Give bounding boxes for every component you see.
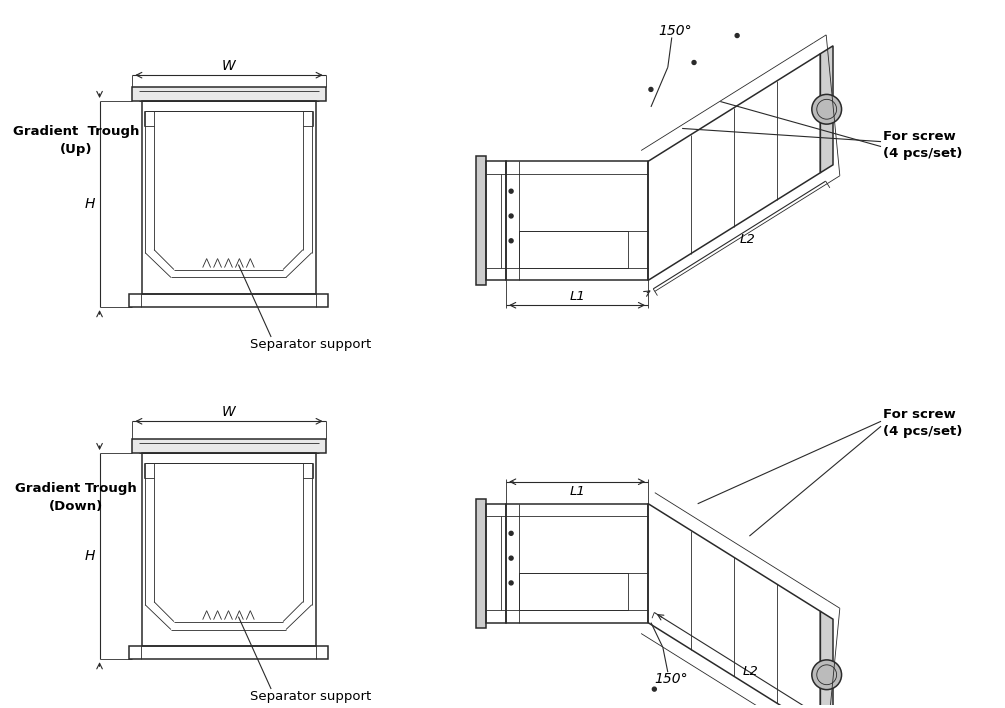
Circle shape	[510, 239, 514, 243]
Polygon shape	[133, 87, 326, 101]
Polygon shape	[133, 439, 326, 453]
Text: (4 pcs/set): (4 pcs/set)	[883, 147, 963, 160]
Circle shape	[510, 189, 514, 193]
Text: 150°: 150°	[658, 23, 691, 38]
Text: Separator support: Separator support	[250, 338, 372, 351]
Text: For screw: For screw	[883, 130, 956, 143]
Text: (Down): (Down)	[48, 500, 103, 513]
Text: (Up): (Up)	[59, 143, 92, 156]
Circle shape	[510, 531, 514, 535]
Polygon shape	[820, 46, 833, 173]
Circle shape	[510, 581, 514, 585]
Circle shape	[649, 88, 653, 91]
Text: W: W	[222, 406, 236, 419]
Text: H: H	[84, 549, 94, 563]
Polygon shape	[476, 498, 486, 627]
Circle shape	[510, 214, 514, 218]
Text: Separator support: Separator support	[250, 690, 372, 704]
Text: W: W	[222, 59, 236, 73]
Text: (4 pcs/set): (4 pcs/set)	[883, 425, 963, 438]
Text: Gradient Trough: Gradient Trough	[15, 482, 137, 495]
Circle shape	[510, 556, 514, 560]
Circle shape	[735, 33, 739, 38]
Circle shape	[812, 94, 841, 124]
Text: L2: L2	[740, 234, 755, 246]
Text: 150°: 150°	[654, 672, 687, 686]
Text: For screw: For screw	[883, 408, 956, 421]
Circle shape	[812, 660, 841, 690]
Text: H: H	[84, 197, 94, 211]
Text: L1: L1	[569, 485, 585, 498]
Text: L1: L1	[569, 290, 585, 303]
Circle shape	[652, 687, 656, 691]
Polygon shape	[820, 611, 833, 708]
Circle shape	[692, 60, 696, 64]
Text: L2: L2	[743, 665, 759, 678]
Text: Gradient  Trough: Gradient Trough	[13, 125, 139, 138]
Polygon shape	[476, 156, 486, 285]
